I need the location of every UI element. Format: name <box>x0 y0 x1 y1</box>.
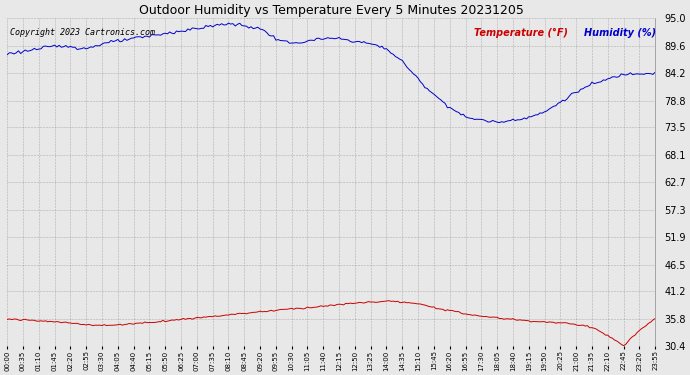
Text: Humidity (%): Humidity (%) <box>584 28 656 38</box>
Text: Copyright 2023 Cartronics.com: Copyright 2023 Cartronics.com <box>10 28 155 37</box>
Text: Temperature (°F): Temperature (°F) <box>474 28 568 38</box>
Title: Outdoor Humidity vs Temperature Every 5 Minutes 20231205: Outdoor Humidity vs Temperature Every 5 … <box>139 4 524 17</box>
